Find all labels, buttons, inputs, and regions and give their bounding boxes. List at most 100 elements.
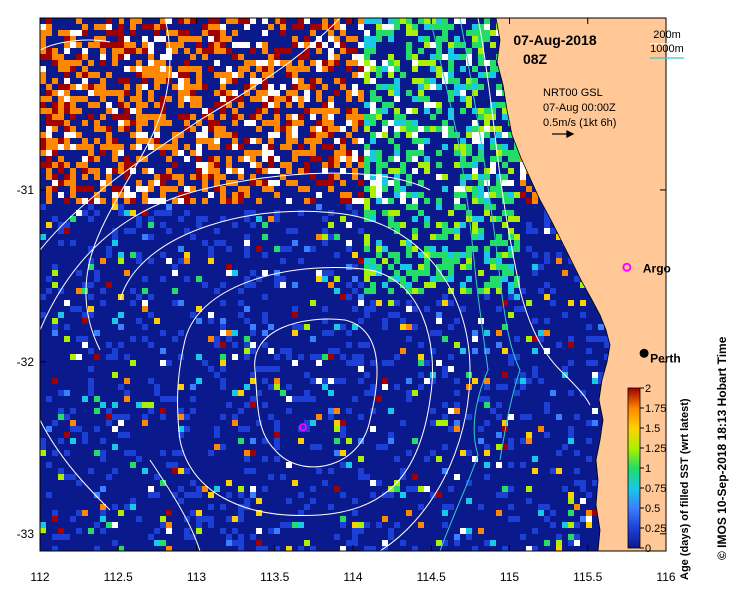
sst-pixel [406,336,412,342]
sst-pixel [406,390,412,396]
current-info: NRT00 GSL 07-Aug 00:00Z 0.5m/s (1kt 6h) [543,87,616,129]
sst-pixel [46,132,52,138]
sst-pixel [292,156,298,162]
sst-pixel [154,138,160,144]
sst-pixel [352,168,358,174]
sst-pixel [418,126,424,132]
sst-pixel [52,534,58,540]
sst-pixel [244,216,250,222]
sst-pixel [64,90,70,96]
sst-pixel [340,420,346,426]
sst-pixel [202,282,208,288]
x-tick-label: 112.5 [104,570,133,584]
sst-pixel [496,432,502,438]
sst-pixel [130,144,136,150]
sst-pixel [502,300,508,306]
sst-pixel [550,288,556,294]
sst-pixel [118,252,124,258]
sst-pixel [274,426,280,432]
sst-pixel [526,222,532,228]
sst-pixel [472,36,478,42]
sst-pixel [124,414,130,420]
sst-pixel [202,180,208,186]
sst-pixel [88,312,94,318]
sst-pixel [52,144,58,150]
argo-float-offshore-marker[interactable] [298,423,307,432]
sst-pixel [478,150,484,156]
sst-pixel [274,18,280,24]
sst-pixel [556,534,562,540]
sst-pixel [286,48,292,54]
sst-pixel [106,522,112,528]
sst-pixel [304,96,310,102]
sst-pixel [268,216,274,222]
sst-pixel [196,378,202,384]
sst-pixel [94,168,100,174]
sst-pixel [592,510,598,516]
sst-pixel [358,24,364,30]
sst-pixel [424,102,430,108]
sst-pixel [472,168,478,174]
sst-pixel [208,246,214,252]
sst-pixel [394,312,400,318]
sst-pixel [124,54,130,60]
sst-pixel [364,78,370,84]
sst-pixel [250,162,256,168]
sst-pixel [544,432,550,438]
sst-pixel [130,96,136,102]
sst-pixel [70,102,76,108]
sst-pixel [334,378,340,384]
sst-pixel [304,18,310,24]
sst-pixel [178,84,184,90]
sst-pixel [352,60,358,66]
sst-pixel [208,156,214,162]
sst-pixel [406,156,412,162]
sst-pixel [70,132,76,138]
sst-pixel [244,282,250,288]
sst-pixel [184,534,190,540]
sst-pixel [442,510,448,516]
sst-pixel [268,102,274,108]
sst-pixel [382,492,388,498]
sst-pixel [502,348,508,354]
sst-pixel [46,288,52,294]
sst-pixel [256,108,262,114]
sst-pixel [376,444,382,450]
sst-pixel [64,102,70,108]
sst-pixel [412,390,418,396]
sst-pixel [280,276,286,282]
sst-pixel [58,408,64,414]
current-info-line3: 0.5m/s (1kt 6h) [543,117,616,129]
height-contours [40,18,471,551]
sst-pixel [586,348,592,354]
sst-pixel [304,66,310,72]
sst-pixel [370,258,376,264]
sst-pixel [166,96,172,102]
sst-pixel [286,180,292,186]
sst-pixel [82,66,88,72]
sst-pixel [358,456,364,462]
sst-pixel [328,186,334,192]
sst-pixel [166,522,172,528]
sst-pixel [484,246,490,252]
sst-pixel [40,30,46,36]
sst-pixel [544,330,550,336]
sst-pixel [442,186,448,192]
sst-pixel [592,378,598,384]
sst-pixel [496,288,502,294]
sst-pixel [340,516,346,522]
sst-pixel [226,162,232,168]
sst-pixel [550,510,556,516]
sst-pixel [436,492,442,498]
argo-float-marker[interactable] [622,262,632,272]
sst-pixel [328,114,334,120]
sst-pixel [208,108,214,114]
sst-pixel [508,132,514,138]
sst-pixel [376,72,382,78]
sst-pixel [136,180,142,186]
sst-pixel [112,402,118,408]
sst-pixel [160,102,166,108]
sst-pixel [346,156,352,162]
perth-marker[interactable] [639,348,649,358]
sst-pixel [340,462,346,468]
